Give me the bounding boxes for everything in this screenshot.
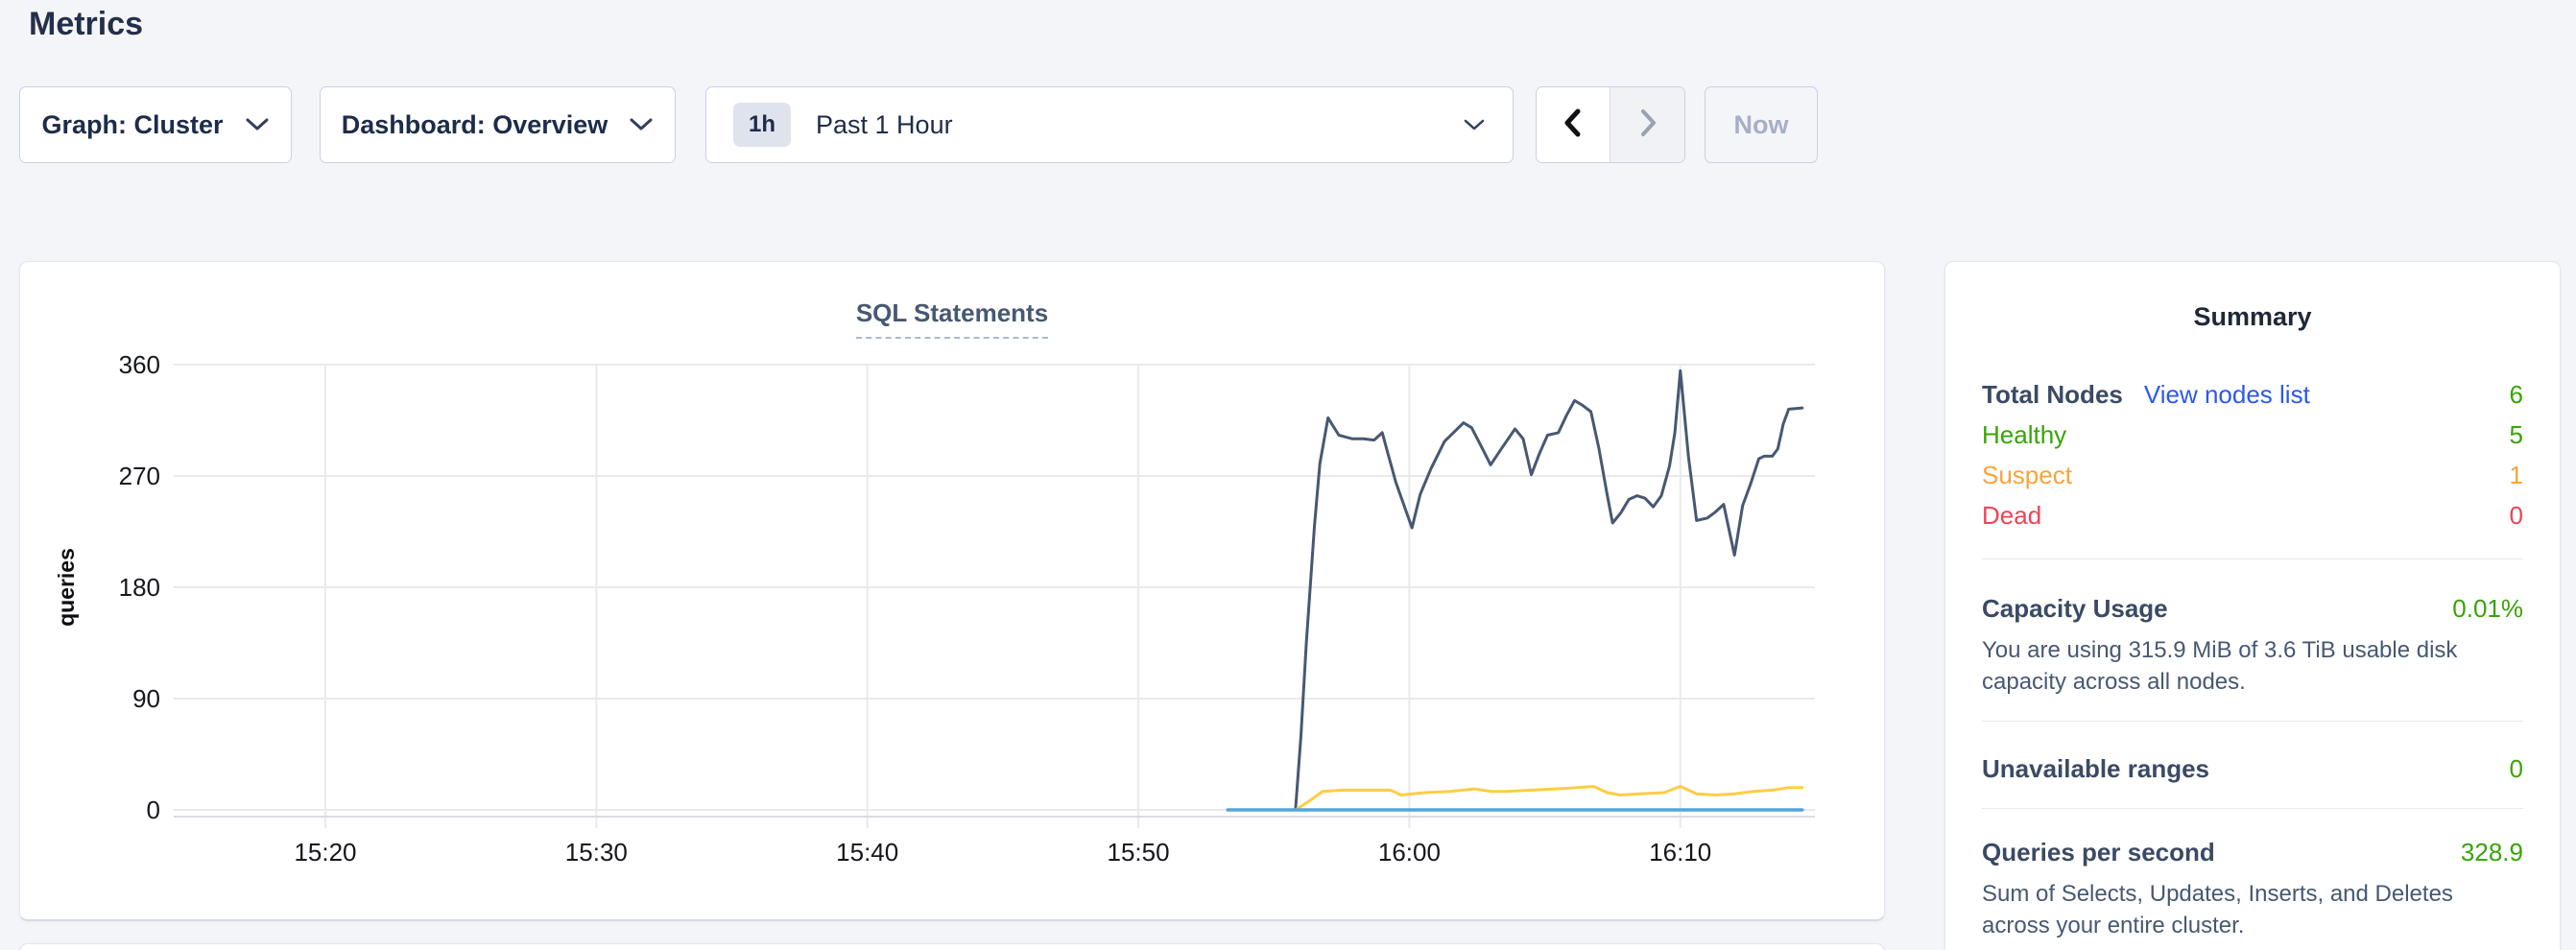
sql-statements-chart-card: 0 90 180 270 360 15:20 15:30 15:40 15:50 16:00 16:… [19,261,1885,921]
time-range-label: Past 1 Hour [816,109,953,139]
unavailable-ranges-section: Unavailable ranges 0 [1982,752,2523,785]
chevron-down-icon [629,117,654,132]
unavailable-ranges-label: Unavailable ranges [1982,754,2209,783]
svg-text:15:20: 15:20 [294,838,356,867]
dead-label: Dead [1982,501,2042,530]
capacity-usage-section: Capacity Usage 0.01% You are using 315.9… [1982,592,2523,698]
dead-value: 0 [2509,501,2523,530]
time-range-badge: 1h [733,103,792,147]
node-status-list: Total Nodes View nodes list 6 Healthy 5 … [1982,378,2523,532]
next-chart-card-partial [19,943,1885,950]
capacity-usage-description: You are using 315.9 MiB of 3.6 TiB usabl… [1982,637,2458,695]
capacity-usage-value: 0.01% [2452,594,2523,623]
next-time-window-button-disabled[interactable] [1610,87,1684,162]
total-nodes-value: 6 [2509,380,2523,409]
queries-per-second-label: Queries per second [1982,838,2215,867]
summary-heading: Summary [2193,302,2312,331]
svg-text:16:10: 16:10 [1649,838,1711,867]
chevron-right-icon [1634,107,1661,144]
capacity-usage-label: Capacity Usage [1982,594,2168,623]
suspect-label: Suspect [1982,461,2072,489]
svg-text:15:30: 15:30 [565,838,628,867]
divider [1982,558,2523,559]
page-title: Metrics [29,6,144,42]
divider [1982,808,2523,809]
previous-time-window-button[interactable] [1537,87,1610,162]
svg-text:0: 0 [147,796,160,824]
chevron-down-icon [245,117,270,132]
suspect-value: 1 [2509,461,2523,489]
queries-per-second-section: Queries per second 328.9 Sum of Selects,… [1982,836,2523,941]
svg-text:16:00: 16:00 [1378,838,1441,867]
svg-text:270: 270 [119,462,160,490]
healthy-label: Healthy [1982,420,2067,449]
chevron-down-icon [1463,118,1486,132]
view-nodes-list-link[interactable]: View nodes list [2143,380,2310,409]
now-button-label: Now [1733,109,1789,139]
svg-text:360: 360 [119,350,160,379]
healthy-value: 5 [2509,420,2523,449]
dead-nodes-row: Dead 0 [1982,499,2523,532]
chevron-left-icon [1560,107,1586,144]
unavailable-ranges-value: 0 [2509,754,2523,783]
divider [1982,721,2523,722]
toolbar: Graph: Cluster Dashboard: Overview 1h Pa… [0,86,2576,163]
dashboard-dropdown[interactable]: Dashboard: Overview [320,86,676,163]
summary-panel: Summary Total Nodes View nodes list 6 He… [1944,261,2561,950]
total-nodes-row: Total Nodes View nodes list 6 [1982,378,2523,411]
graph-dropdown-label: Graph: Cluster [41,109,224,139]
time-step-buttons [1536,86,1685,163]
svg-text:90: 90 [132,684,160,713]
svg-text:queries: queries [54,548,79,627]
total-nodes-label: Total Nodes [1982,380,2123,409]
now-button-disabled[interactable]: Now [1705,86,1818,163]
queries-per-second-value: 328.9 [2460,838,2523,867]
svg-text:180: 180 [119,573,160,602]
graph-dropdown[interactable]: Graph: Cluster [19,86,292,163]
sql-statements-chart[interactable]: 0 90 180 270 360 15:20 15:30 15:40 15:50 16:00 16:… [20,262,1886,922]
svg-text:15:50: 15:50 [1108,838,1170,867]
queries-per-second-description: Sum of Selects, Updates, Inserts, and De… [1982,881,2453,938]
chart-title[interactable]: SQL Statements [855,298,1049,339]
suspect-nodes-row: Suspect 1 [1982,459,2523,491]
dashboard-dropdown-label: Dashboard: Overview [341,109,608,139]
time-range-picker[interactable]: 1h Past 1 Hour [705,86,1514,163]
svg-text:15:40: 15:40 [836,838,898,867]
healthy-nodes-row: Healthy 5 [1982,418,2523,451]
